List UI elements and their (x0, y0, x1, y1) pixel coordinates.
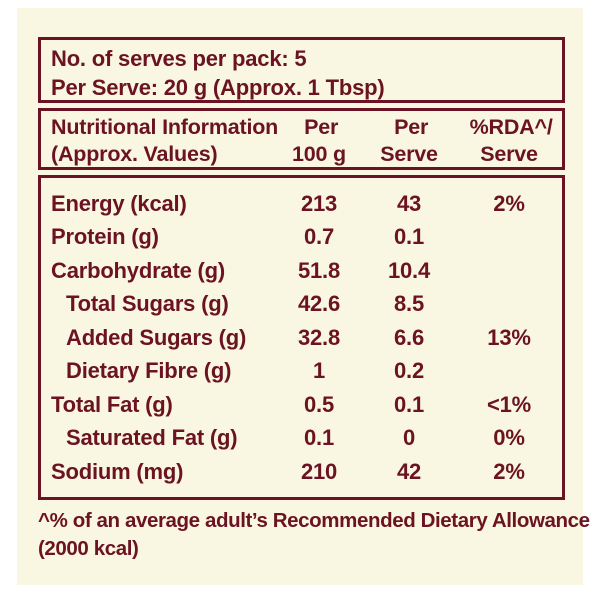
value-rda: 2% (493, 190, 525, 216)
table-header-box: Nutritional Information Per Per %RDA^/ (… (38, 108, 565, 170)
header-nutritional-information-line2: (Approx. Values) (51, 142, 218, 166)
value-per-serve: 43 (396, 190, 422, 216)
nutrient-name: Energy (kcal) (51, 190, 187, 216)
nutrient-table-body: Energy (kcal) 213 43 2% Protein (g) 0.7 … (38, 175, 565, 500)
value-per-serve: 42 (396, 458, 422, 484)
value-per-100g: 42.6 (297, 291, 341, 316)
header-per-100g-line1: Per (304, 115, 339, 139)
nutrient-name: Total Fat (g) (51, 391, 173, 417)
value-per-serve: 0.1 (394, 224, 424, 249)
value-rda: <1% (486, 391, 532, 417)
value-per-serve: 0.1 (394, 391, 424, 417)
value-per-100g: 0.5 (304, 391, 334, 417)
table-row: Total Fat (g) 0.5 0.1 <1% (41, 392, 562, 418)
table-row: Energy (kcal) 213 43 2% (41, 191, 562, 217)
value-per-serve: 8.5 (394, 291, 424, 316)
nutrient-name: Sodium (mg) (51, 458, 184, 484)
value-rda: 13% (487, 324, 531, 350)
value-per-100g: 32.8 (297, 324, 341, 350)
rda-footnote-line1: ^% of an average adult’s Recommended Die… (38, 509, 590, 532)
table-row: Saturated Fat (g) 0.1 0 0% (41, 425, 562, 451)
nutrient-name: Dietary Fibre (g) (66, 358, 232, 383)
rda-footnote: ^% of an average adult’s Recommended Die… (38, 507, 590, 563)
header-per-100g-line2: 100 g (292, 142, 346, 166)
nutrient-name: Total Sugars (g) (66, 291, 229, 316)
value-per-serve: 0 (402, 425, 416, 450)
table-row: Protein (g) 0.7 0.1 (41, 224, 562, 250)
serves-info-box: No. of serves per pack: 5 Per Serve: 20 … (38, 37, 565, 103)
per-serve-text: Per Serve: 20 g (Approx. 1 Tbsp) (51, 75, 385, 100)
table-row: Dietary Fibre (g) 1 0.2 (41, 358, 562, 384)
value-per-100g: 0.7 (304, 224, 334, 249)
value-per-100g: 213 (300, 190, 338, 216)
nutrient-name: Protein (g) (51, 224, 159, 249)
header-nutritional-information-line1: Nutritional Information (51, 115, 279, 139)
value-per-serve: 0.2 (394, 358, 424, 383)
value-rda: 2% (493, 458, 525, 484)
header-per-serve-line2: Serve (380, 142, 438, 166)
header-rda-line2: Serve (480, 142, 538, 166)
value-per-100g: 1 (312, 358, 326, 383)
value-rda: 0% (493, 425, 525, 450)
value-per-serve: 10.4 (387, 257, 431, 283)
serves-per-pack-text: No. of serves per pack: 5 (51, 46, 307, 71)
nutrient-name: Carbohydrate (g) (51, 257, 226, 283)
table-row: Carbohydrate (g) 51.8 10.4 (41, 258, 562, 284)
table-row: Total Sugars (g) 42.6 8.5 (41, 291, 562, 317)
header-per-serve-line1: Per (394, 115, 429, 139)
nutrient-name: Added Sugars (g) (66, 324, 247, 350)
value-per-100g: 51.8 (297, 257, 341, 283)
table-row: Added Sugars (g) 32.8 6.6 13% (41, 325, 562, 351)
value-per-serve: 6.6 (394, 324, 424, 350)
nutrient-name: Saturated Fat (g) (66, 425, 238, 450)
nutrition-label-panel: No. of serves per pack: 5 Per Serve: 20 … (17, 8, 590, 585)
rda-footnote-line2: (2000 kcal) (38, 537, 139, 560)
value-per-100g: 0.1 (304, 425, 334, 450)
table-row: Sodium (mg) 210 42 2% (41, 459, 562, 485)
header-rda-line1: %RDA^/ (469, 115, 553, 139)
value-per-100g: 210 (300, 458, 338, 484)
